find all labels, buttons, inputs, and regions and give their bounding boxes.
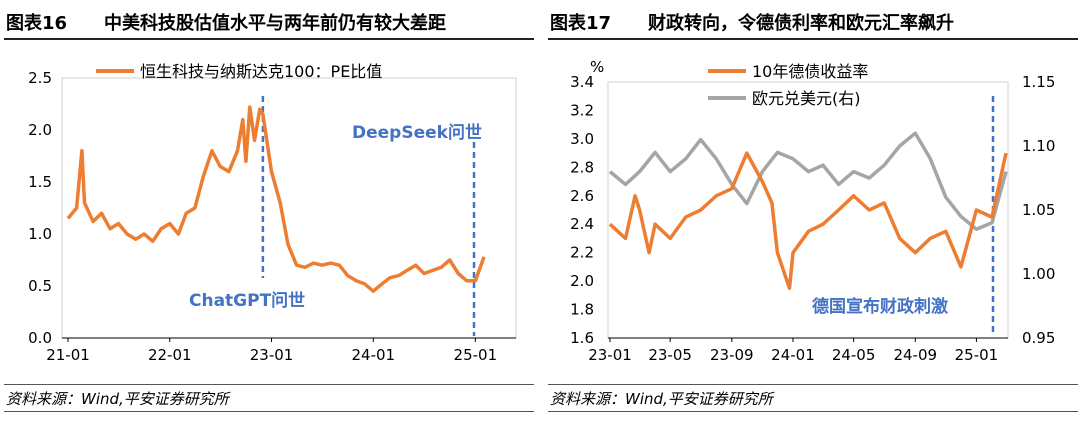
figure-17-title: 财政转向，令德债利率和欧元汇率飙升: [648, 13, 954, 34]
x-tick-label: 24-01: [771, 346, 815, 364]
y-tick-label: 0.0: [28, 329, 52, 347]
x-tick-label: 24-05: [832, 346, 876, 364]
series-line-bund-yield: [608, 151, 1008, 290]
y-tick-label: 3.4: [570, 73, 594, 91]
figure-17-panel: 图表17 财政转向，令德债利率和欧元汇率飙升 % 1.6 1.8 2.0 2.2 2.4 2…: [548, 0, 1078, 422]
y-tick-label: 3.0: [570, 130, 594, 148]
x-tick-label: 24-09: [893, 346, 937, 364]
y2-tick-label: 1.10: [1022, 137, 1055, 155]
y-tick-label: 1.8: [570, 301, 594, 319]
x-tick-label: 22-01: [148, 346, 192, 364]
figure-17-title-bar: 图表17 财政转向，令德债利率和欧元汇率飙升: [548, 0, 1078, 40]
y-tick-label: 2.4: [570, 215, 594, 233]
y-tick-label: 1.6: [570, 329, 594, 347]
legend-label-eurusd: 欧元兑美元(右): [752, 89, 861, 108]
y-tick-label: 2.8: [570, 158, 594, 176]
y2-tick-label: 1.05: [1022, 201, 1055, 219]
y-tick-label: 2.0: [28, 121, 52, 139]
figure-16-source: 资料来源：Wind,平安证券研究所: [4, 384, 534, 412]
series-line-pe-ratio: [66, 105, 486, 293]
figure-16-title-bar: 图表16 中美科技股估值水平与两年前仍有较大差距: [4, 0, 534, 40]
x-tick-label: 21-01: [46, 346, 90, 364]
legend-label-pe-ratio: 恒生科技与纳斯达克100：PE比值: [140, 62, 382, 81]
y-tick-label: 2.2: [570, 244, 594, 262]
y2-tick-label: 0.95: [1022, 329, 1055, 347]
y-tick-label: 1.0: [28, 225, 52, 243]
x-tick-label: 23-01: [588, 346, 632, 364]
y-tick-label: 1.5: [28, 173, 52, 191]
x-tick-label: 25-01: [955, 346, 999, 364]
figure-17-source: 资料来源：Wind,平安证券研究所: [548, 384, 1078, 412]
legend-label-bund-yield: 10年德债收益率: [752, 62, 868, 81]
figure-17-chart: % 1.6 1.8 2.0 2.2 2.4 2.6 2.8 3.0 3.2 3.4 0.95 1.00 1…: [570, 58, 1055, 364]
y-tick-label: 2.0: [570, 272, 594, 290]
figure-16-panel: 图表16 中美科技股估值水平与两年前仍有较大差距 0.0 0.5 1.0 1.5 2.0…: [4, 0, 534, 422]
annotation-chatgpt: ChatGPT问世: [189, 290, 305, 311]
annotation-deepseek: DeepSeek问世: [352, 122, 482, 143]
y-tick-label: 2.5: [28, 69, 52, 87]
annotation-german-stimulus: 德国宣布财政刺激: [812, 296, 948, 317]
figure-17-number: 图表17: [550, 13, 612, 34]
plot-area-frame: [607, 81, 1009, 339]
x-tick-label: 23-01: [250, 346, 294, 364]
y2-tick-label: 1.00: [1022, 265, 1055, 283]
y-axis-unit: %: [590, 58, 604, 76]
x-tick-label: 24-01: [352, 346, 396, 364]
series-line-eurusd: [608, 131, 1008, 231]
y-tick-label: 0.5: [28, 277, 52, 295]
figure-16-chart: 0.0 0.5 1.0 1.5 2.0 2.5 21-01 22-01 23-01 24-01 25…: [28, 62, 517, 364]
x-tick-label: 25-01: [454, 346, 498, 364]
figure-16-number: 图表16: [6, 13, 68, 34]
y2-tick-label: 1.15: [1022, 73, 1055, 91]
figure-16-title: 中美科技股估值水平与两年前仍有较大差距: [104, 13, 446, 34]
y-tick-label: 2.6: [570, 187, 594, 205]
y-tick-label: 3.2: [570, 101, 594, 119]
x-tick-label: 23-09: [710, 346, 754, 364]
x-tick-label: 23-05: [648, 346, 692, 364]
